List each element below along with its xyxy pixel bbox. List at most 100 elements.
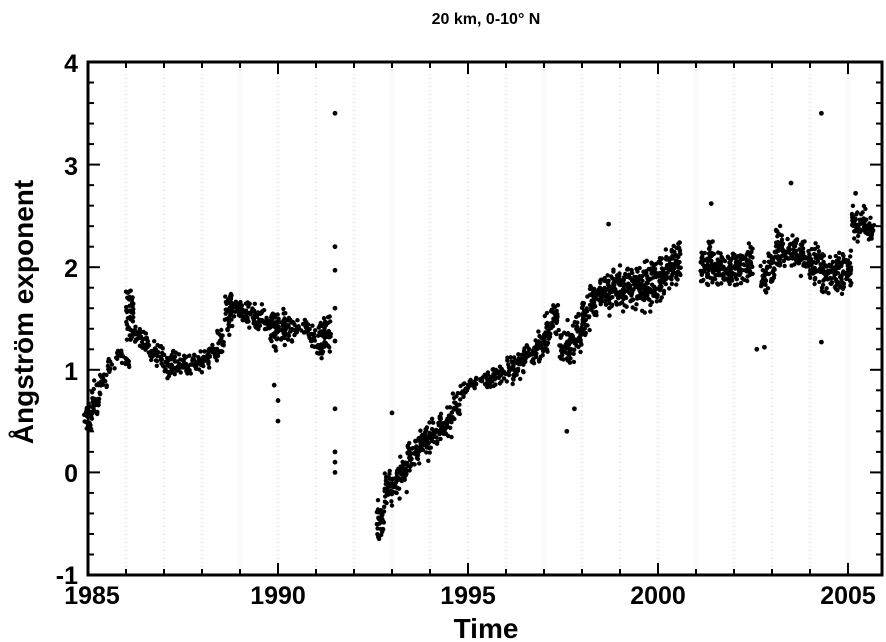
data-point — [516, 356, 522, 361]
data-point — [198, 349, 203, 354]
data-point — [762, 281, 767, 286]
data-point — [627, 290, 632, 296]
data-point — [536, 329, 541, 334]
data-point — [374, 522, 379, 527]
data-point — [860, 220, 866, 225]
data-point — [812, 246, 817, 252]
outlier-point — [708, 201, 714, 206]
data-point — [659, 284, 664, 289]
data-point — [676, 264, 681, 270]
data-point — [642, 259, 647, 265]
data-point — [193, 366, 199, 371]
data-point — [431, 433, 436, 439]
data-point — [718, 251, 723, 256]
data-point — [571, 351, 576, 356]
data-point — [765, 286, 771, 291]
data-point — [589, 305, 594, 310]
data-point — [520, 359, 526, 364]
data-point — [578, 338, 583, 343]
data-point — [448, 425, 453, 430]
data-point — [586, 315, 592, 320]
data-point — [790, 233, 795, 238]
data-point — [675, 260, 680, 265]
data-point — [721, 272, 726, 277]
data-point — [551, 303, 556, 308]
data-point — [798, 242, 803, 247]
data-point — [292, 322, 297, 327]
data-point — [250, 308, 255, 314]
data-point — [178, 370, 183, 375]
data-point — [706, 239, 711, 244]
data-point — [392, 484, 398, 489]
data-point — [775, 239, 781, 245]
data-point — [730, 255, 735, 261]
data-point — [743, 262, 749, 267]
data-point — [543, 333, 549, 338]
data-point — [128, 327, 134, 333]
data-point — [264, 315, 269, 320]
data-point — [170, 369, 175, 375]
data-point — [133, 332, 138, 337]
data-point — [635, 294, 640, 299]
data-point — [415, 438, 420, 443]
data-point — [570, 323, 576, 328]
x-tick-label: 2005 — [820, 582, 876, 610]
data-point — [155, 353, 160, 359]
data-point — [554, 331, 559, 337]
data-point — [188, 371, 193, 376]
data-point — [750, 255, 755, 260]
outlier-point — [754, 346, 760, 352]
data-point — [464, 388, 470, 393]
data-point — [800, 246, 806, 251]
data-point — [502, 370, 507, 375]
data-point — [289, 328, 294, 333]
data-point — [630, 287, 635, 293]
data-point — [398, 454, 403, 459]
data-point — [584, 306, 589, 311]
data-point — [154, 363, 159, 368]
data-point — [827, 269, 832, 274]
data-point — [415, 456, 421, 462]
data-point — [544, 342, 550, 347]
data-point — [141, 329, 146, 335]
data-point — [289, 338, 294, 343]
data-point — [804, 262, 809, 268]
data-point — [316, 333, 321, 338]
data-point — [184, 364, 189, 369]
y-axis-label: Ångström exponent — [8, 180, 39, 444]
data-point — [207, 346, 213, 351]
data-point — [705, 258, 710, 263]
data-point — [427, 450, 432, 455]
data-point — [210, 342, 215, 348]
data-point — [782, 263, 787, 269]
data-point — [519, 352, 524, 357]
data-point — [649, 300, 655, 305]
data-point — [187, 368, 192, 373]
data-point — [269, 315, 274, 320]
data-point — [299, 328, 304, 333]
data-point — [292, 332, 297, 338]
data-point — [588, 283, 593, 289]
data-point — [603, 302, 609, 307]
data-point — [572, 319, 577, 325]
data-point — [614, 290, 619, 295]
data-point — [565, 358, 570, 363]
data-point — [420, 447, 426, 453]
data-point — [481, 374, 487, 379]
data-point — [712, 276, 718, 282]
data-point — [237, 313, 243, 318]
data-point — [634, 302, 639, 307]
data-point — [713, 272, 718, 278]
data-point — [127, 314, 133, 320]
data-point — [219, 327, 224, 333]
data-point — [837, 274, 843, 280]
data-point — [252, 301, 257, 306]
data-point — [511, 363, 516, 368]
data-point — [216, 341, 221, 346]
data-point — [310, 323, 315, 328]
data-point — [658, 298, 663, 303]
data-point — [707, 244, 713, 250]
outlier-point — [389, 410, 395, 416]
data-point — [114, 355, 119, 360]
